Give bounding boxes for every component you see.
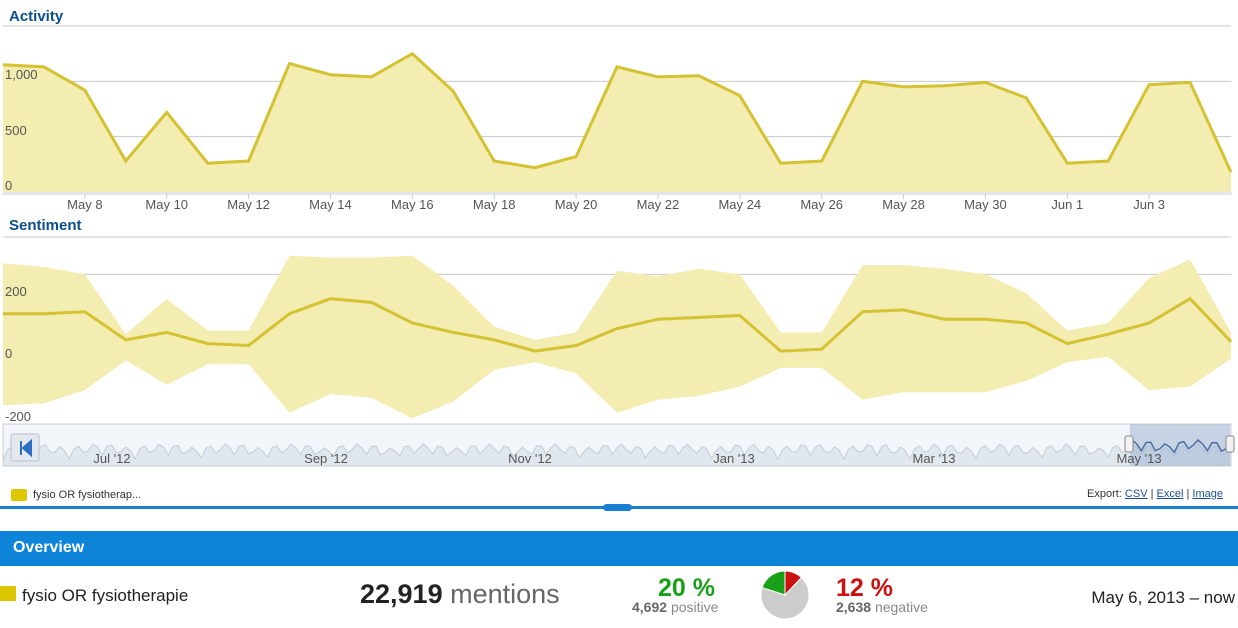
navigator-selection[interactable] — [1130, 424, 1230, 466]
activity-xtick-label: May 30 — [964, 197, 1007, 212]
navigator-selection-line — [1131, 438, 1227, 454]
activity-xtick-label: May 20 — [554, 197, 598, 212]
sentiment-ytick-label: -200 — [5, 409, 32, 424]
activity-ytick-label: 0 — [5, 178, 13, 193]
activity-xtick-label: May 22 — [636, 197, 680, 212]
date-range: May 6, 2013 – now — [1091, 588, 1235, 607]
navigator-label: Nov '12 — [508, 451, 552, 466]
negative-count: 2,638 negative — [836, 599, 928, 615]
sentiment-ytick-label: 0 — [5, 346, 13, 361]
positive-count: 4,692 positive — [632, 599, 719, 615]
negative-percent: 12 % — [836, 574, 893, 602]
activity-xtick-label: May 12 — [227, 197, 270, 212]
activity-xtick-label: Jun 1 — [1051, 197, 1084, 212]
sentiment-ytick-label: 200 — [5, 284, 27, 299]
navigator-handle-left[interactable] — [1124, 435, 1134, 453]
navigator-label: Jan '13 — [713, 451, 755, 466]
activity-xtick-label: May 18 — [472, 197, 516, 212]
overview-row: fysio OR fysiotherapie 22,919 mentions 2… — [0, 566, 1238, 620]
export-label: Export: — [1087, 488, 1122, 500]
navigator[interactable] — [2, 423, 1235, 467]
navigator-area — [2, 443, 1232, 467]
sentiment-series-line[interactable] — [3, 296, 1233, 353]
legend-item[interactable]: fysio OR fysiotherap... — [11, 489, 141, 501]
query-label: fysio OR fysiotherapie — [22, 586, 189, 605]
export-image-link[interactable]: Image — [1192, 488, 1223, 500]
sentiment-pie-chart — [760, 570, 810, 620]
activity-xtick-label: May 14 — [309, 197, 352, 212]
activity-x-ticks — [84, 194, 1150, 199]
splitter-grip-icon[interactable] — [603, 504, 632, 511]
export-csv-link[interactable]: CSV — [1124, 488, 1148, 500]
scroll-left-icon — [20, 438, 32, 458]
activity-xtick-label: May 8 — [67, 197, 103, 212]
activity-xtick-label: Jun 3 — [1133, 197, 1166, 212]
navigator-label: Jul '12 — [93, 451, 131, 466]
positive-percent: 20 % — [658, 574, 715, 602]
overview-header: Overview — [0, 531, 1238, 566]
activity-xtick-label: May 16 — [391, 197, 434, 212]
sentiment-chart-title: Sentiment — [9, 217, 82, 234]
activity-ytick-label: 500 — [5, 123, 27, 138]
legend-swatch — [11, 489, 27, 501]
activity-xtick-label: May 10 — [145, 197, 189, 212]
activity-area-fill — [3, 53, 1231, 193]
activity-chart-title: Activity — [9, 8, 64, 25]
navigator-label: Sep '12 — [304, 451, 348, 466]
navigator-handle-right[interactable] — [1225, 435, 1235, 453]
pie-slice-negative — [784, 570, 803, 597]
activity-xtick-label: May 28 — [882, 197, 925, 212]
activity-xtick-label: May 26 — [800, 197, 843, 212]
sentiment-range-band — [3, 255, 1231, 419]
export-links: Export: CSV | Excel | Image — [1087, 488, 1223, 500]
activity-xtick-label: May 24 — [718, 197, 762, 212]
overview-title: Overview — [13, 539, 85, 556]
legend-label: fysio OR fysiotherap... — [33, 489, 142, 501]
activity-series-line[interactable] — [2, 51, 1233, 173]
export-excel-link[interactable]: Excel — [1156, 488, 1184, 500]
mentions-count: 22,919 — [360, 579, 443, 609]
mentions-total: 22,919 mentions — [360, 579, 560, 610]
navigator-label: Mar '13 — [912, 451, 956, 466]
query-color-swatch — [0, 586, 16, 601]
activity-ytick-label: 1,000 — [5, 67, 38, 82]
mentions-label: mentions — [450, 579, 560, 609]
navigator-label: May '13 — [1116, 451, 1162, 466]
